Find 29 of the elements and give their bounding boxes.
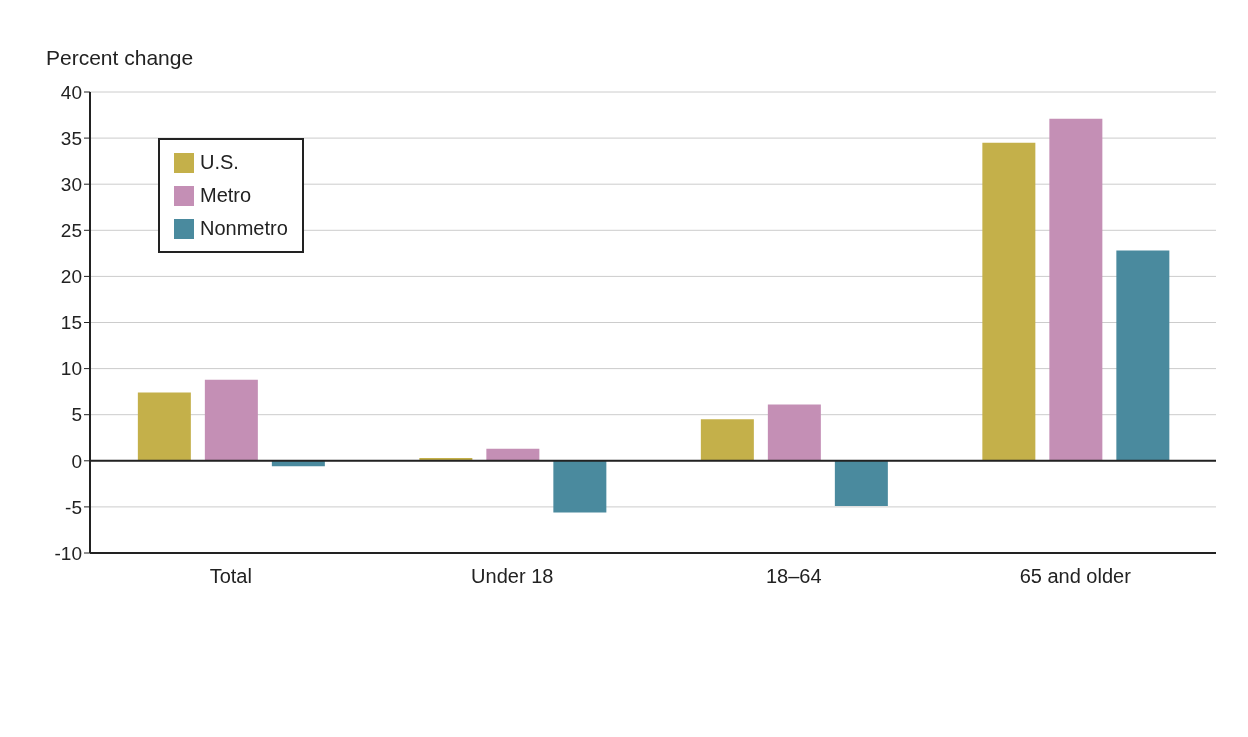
legend-label: Metro	[199, 183, 253, 208]
bar	[553, 460, 607, 513]
y-tick-label: 15	[60, 312, 82, 334]
y-tick-label: 5	[71, 404, 82, 426]
y-tick-label: -5	[65, 496, 82, 518]
legend-label: Nonmetro	[199, 216, 288, 241]
bar	[700, 419, 754, 461]
legend-label: U.S.	[199, 150, 240, 175]
bar	[1116, 250, 1170, 461]
y-tick-label: 30	[60, 173, 82, 195]
x-tick-label: Under 18	[471, 565, 554, 588]
y-tick-label: 40	[60, 81, 82, 103]
x-tick-label: 65 and older	[1019, 565, 1132, 588]
bar	[767, 404, 821, 461]
y-tick-label: 35	[60, 127, 82, 149]
y-tick-label: -10	[54, 542, 82, 564]
bar	[982, 142, 1036, 461]
bar	[137, 392, 191, 461]
y-axis-title: Percent change	[46, 46, 194, 70]
bar	[204, 379, 258, 461]
y-tick-label: 10	[60, 358, 82, 380]
bar	[1049, 118, 1103, 461]
bar	[486, 448, 540, 461]
y-tick-label: 20	[60, 266, 82, 288]
x-tick-label: 18–64	[765, 565, 822, 588]
bar	[834, 460, 888, 506]
y-tick-label: 0	[71, 450, 82, 472]
x-tick-label: Total	[209, 565, 252, 588]
y-tick-label: 25	[60, 220, 82, 242]
